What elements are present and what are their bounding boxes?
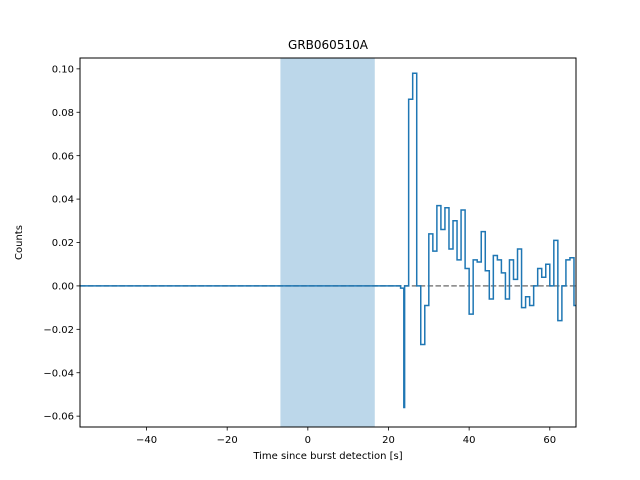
- x-tick-label: 40: [463, 435, 476, 446]
- y-tick-label: 0.04: [52, 195, 74, 206]
- x-axis-label: Time since burst detection [s]: [252, 451, 402, 462]
- x-tick-label: −20: [217, 435, 238, 446]
- x-tick-label: −40: [136, 435, 157, 446]
- x-tick-label: 20: [382, 435, 395, 446]
- y-tick-label: −0.06: [43, 412, 74, 423]
- y-tick-label: −0.04: [43, 368, 74, 379]
- x-ticks: −40 −20 0 20 40 60: [136, 427, 556, 446]
- x-tick-label: 60: [543, 435, 556, 446]
- y-tick-label: −0.02: [43, 325, 74, 336]
- x-tick-label: 0: [305, 435, 311, 446]
- series-layer: [80, 72, 576, 409]
- y-tick-label: 0.06: [52, 151, 74, 162]
- highlight-span-layer: [280, 58, 375, 427]
- highlight-span: [280, 58, 375, 427]
- y-tick-label: 0.00: [52, 282, 74, 293]
- chart-title: GRB060510A: [288, 38, 369, 52]
- y-tick-label: 0.08: [52, 108, 74, 119]
- series-step-line-0: [80, 72, 576, 409]
- y-ticks: −0.06 −0.04 −0.02 0.00 0.02 0.04 0.06 0.08 0.10: [43, 64, 80, 423]
- y-tick-label: 0.02: [52, 238, 74, 249]
- y-axis-label: Counts: [14, 225, 25, 260]
- y-tick-label: 0.10: [52, 64, 74, 75]
